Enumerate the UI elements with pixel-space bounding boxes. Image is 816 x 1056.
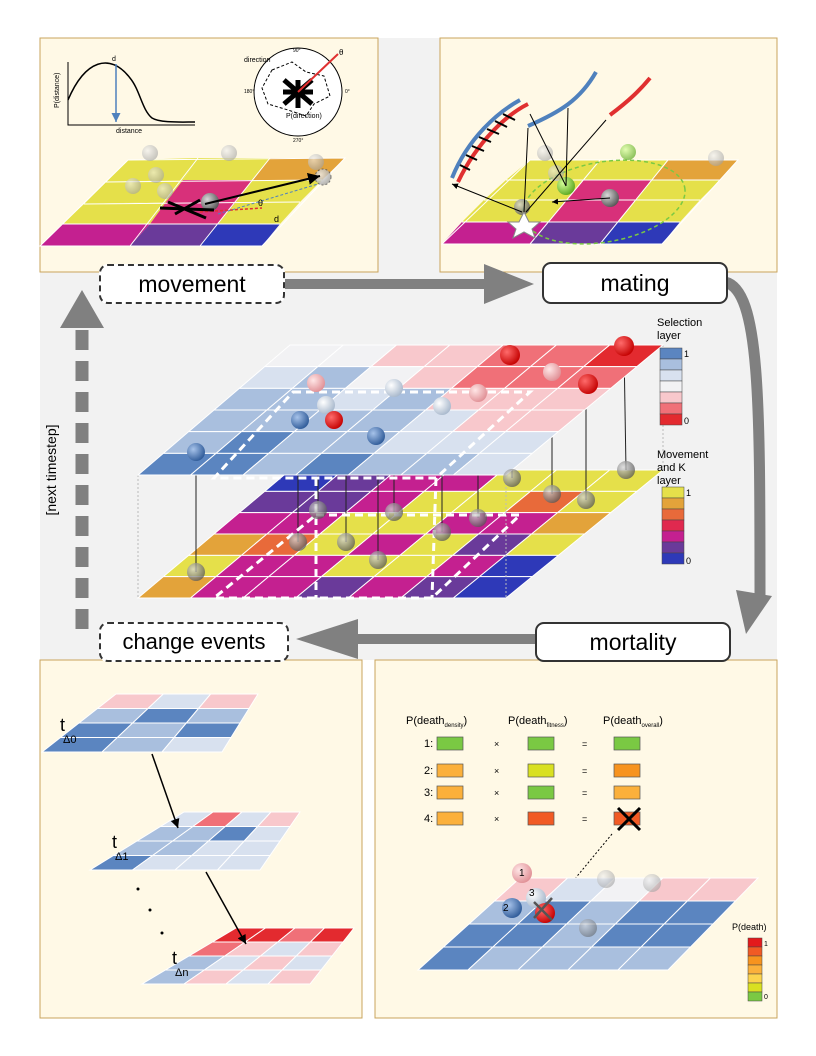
fitness-swatch [527, 785, 555, 800]
selection-legend-title-1: Selection [657, 317, 702, 329]
times-sign: × [494, 739, 499, 749]
selection-legend-swatch [659, 402, 683, 415]
selection-legend-swatch [659, 358, 683, 371]
t0-cell [160, 737, 232, 753]
header-p-death-overall: P(deathoverall) [603, 715, 663, 729]
p-death-legend-swatch [747, 955, 763, 966]
fitness-swatch [527, 811, 555, 826]
mortality-landscape-cell [616, 946, 692, 971]
fitness-swatch [527, 763, 555, 778]
overall-swatch [613, 763, 641, 778]
overall-swatch [613, 785, 641, 800]
overall-swatch [613, 736, 641, 751]
angle-270: 270° [293, 138, 303, 144]
angle-90: 90° [293, 48, 301, 54]
selection-legend: Selection layer 1 0 [657, 317, 702, 426]
equals-sign: = [582, 766, 587, 776]
movement-legend-swatch [661, 530, 685, 543]
t1-label: t Δ1 [112, 832, 128, 863]
density-swatch [436, 763, 464, 778]
individual-3: 3 [529, 888, 535, 899]
selection-legend-title-2: layer [657, 330, 681, 342]
movement-legend-swatch [661, 552, 685, 565]
next-timestep-label: [next timestep] [43, 424, 59, 515]
density-swatch [436, 785, 464, 800]
change-events-panel: t Δ0 t Δ1 t Δn [39, 659, 363, 1019]
times-sign: × [494, 766, 499, 776]
equals-sign: = [582, 788, 587, 798]
movement-layer-cell [452, 576, 534, 599]
central-layers [136, 336, 665, 600]
p-death-legend-title: P(death) [732, 922, 767, 932]
p-death-legend-min: 0 [764, 994, 768, 1001]
selection-legend-min: 0 [684, 416, 689, 426]
selection-legend-max: 1 [684, 349, 689, 359]
movement-legend: Movement and K layer 1 0 [657, 449, 708, 566]
times-sign: × [494, 788, 499, 798]
header-p-death-fitness: P(deathfitness) [508, 715, 568, 729]
p-distance-label: P(distance) [54, 73, 61, 108]
selection-legend-swatch [659, 413, 683, 426]
selection-legend-swatch [659, 369, 683, 382]
p-direction-label: P(direction) [286, 113, 322, 120]
p-death-legend-swatch [747, 982, 763, 993]
d-small: d [274, 214, 279, 224]
p-death-legend-swatch [747, 946, 763, 957]
p-death-legend-max: 1 [764, 941, 768, 948]
movement-legend-swatch [661, 519, 685, 532]
header-p-death-density: P(deathdensity) [406, 715, 467, 729]
tn-label: t Δn [172, 948, 188, 979]
mating-panel [439, 37, 778, 273]
density-swatch [436, 811, 464, 826]
mortality-row-label: 3: [424, 787, 433, 799]
tn-cell [266, 969, 323, 985]
movement-legend-swatch [661, 508, 685, 521]
density-swatch [436, 736, 464, 751]
p-death-legend-swatch [747, 964, 763, 975]
equals-sign: = [582, 739, 587, 749]
movement-legend-min: 0 [686, 556, 691, 566]
movement-legend-title-2: and K [657, 462, 686, 474]
p-death-legend-swatch [747, 937, 763, 948]
p-death-legend-swatch [747, 973, 763, 984]
theta-label: θ [339, 48, 344, 57]
mortality-row-label: 1: [424, 738, 433, 750]
mating-stage-label: mating [542, 262, 728, 304]
times-sign: × [494, 814, 499, 824]
t1-cell [216, 855, 271, 871]
angle-180: 180° [244, 89, 254, 95]
movement-stage-label: movement [99, 264, 285, 304]
movement-legend-swatch [661, 486, 685, 499]
mortality-panel: P(deathdensity) P(deathfitness) P(deatho… [374, 659, 778, 1019]
fitness-swatch [527, 736, 555, 751]
theta-small: θ [258, 198, 263, 208]
distance-label: distance [116, 128, 142, 135]
movement-legend-title-1: Movement [657, 449, 708, 461]
selection-legend-swatch [659, 380, 683, 393]
mortality-stage-label: mortality [535, 622, 731, 662]
mortality-row-label: 4: [424, 813, 433, 825]
movement-legend-swatch [661, 497, 685, 510]
t0-cell [173, 722, 241, 738]
t0-label: t Δ0 [60, 715, 76, 746]
movement-legend-title-3: layer [657, 475, 681, 487]
cycle-arrows [60, 264, 772, 659]
direction-label: direction [244, 57, 271, 64]
angle-0: 0° [345, 89, 350, 95]
individual-2: 2 [503, 903, 509, 914]
d-label: d [112, 56, 116, 63]
p-death-legend-swatch [747, 991, 763, 1002]
mortality-row-label: 2: [424, 765, 433, 777]
individual-1: 1 [519, 868, 525, 879]
selection-legend-swatch [659, 391, 683, 404]
change-events-stage-label: change events [99, 622, 289, 662]
movement-legend-max: 1 [686, 488, 691, 498]
equals-sign: = [582, 814, 587, 824]
movement-legend-swatch [661, 541, 685, 554]
movement-panel: P(distance) distance d direction P(direc… [38, 37, 379, 273]
selection-legend-swatch [659, 347, 683, 360]
